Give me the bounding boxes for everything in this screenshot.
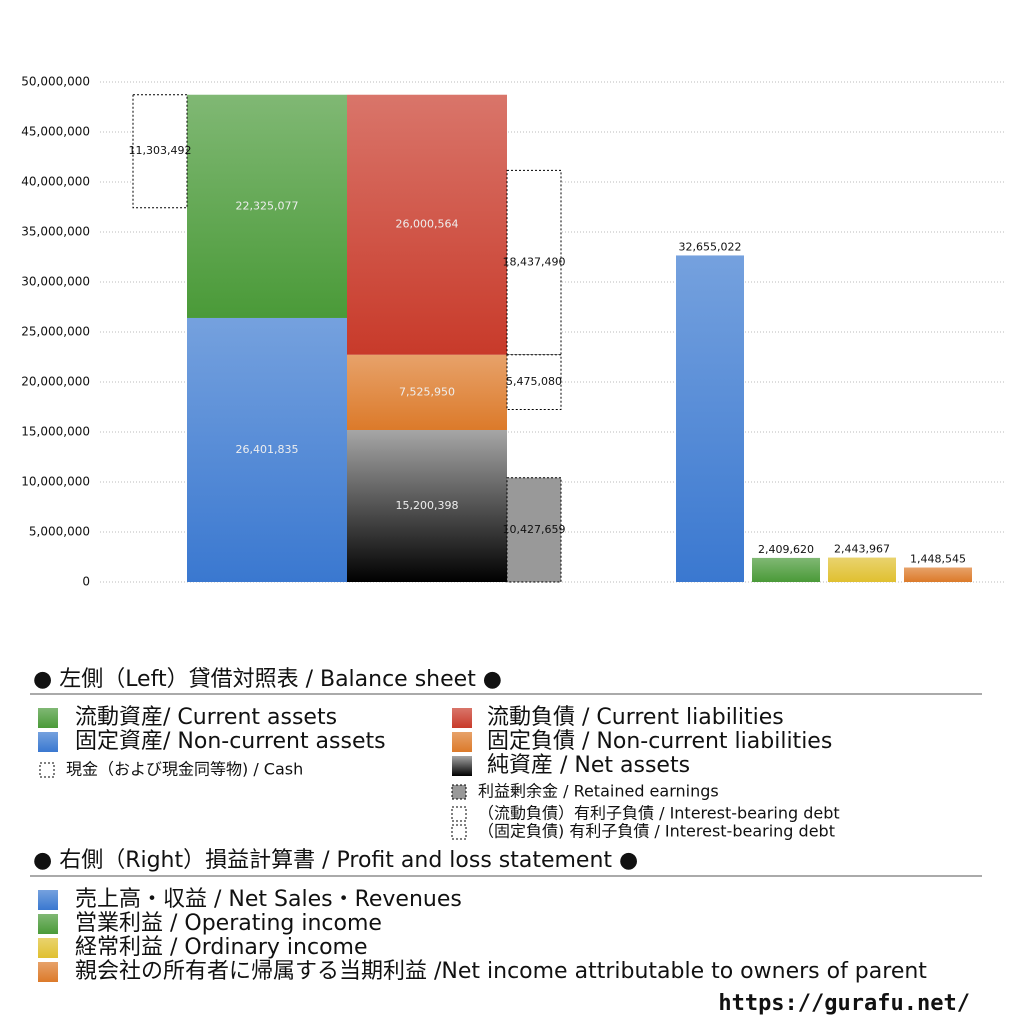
legend-swatch [451, 824, 467, 840]
value-label: 7,525,950 [399, 385, 455, 398]
legend-swatch [38, 732, 58, 752]
legend-swatch [451, 784, 467, 800]
value-label: 10,427,659 [503, 523, 566, 536]
legend-swatch [38, 962, 58, 982]
legend-swatch [451, 806, 467, 822]
value-label: 22,325,077 [236, 199, 299, 212]
legend-label: （固定負債) 有利子負債 / Interest-bearing debt [478, 822, 835, 841]
legend-label: 流動負債 / Current liabilities [487, 705, 784, 730]
bar [828, 557, 896, 582]
value-label: 26,401,835 [236, 443, 299, 456]
y-tick-label: 15,000,000 [21, 425, 90, 439]
legend-label: 親会社の所有者に帰属する当期利益 /Net income attributabl… [75, 959, 927, 984]
bar-segment [132, 94, 188, 209]
legend-swatch [38, 890, 58, 910]
legend-label: 経常利益 / Ordinary income [75, 935, 368, 960]
legend-swatch [39, 762, 55, 778]
bar-segment [347, 429, 507, 582]
value-label: 2,409,620 [758, 543, 814, 556]
bar-segment [347, 354, 507, 430]
legend-label: 固定負債 / Non-current liabilities [487, 729, 832, 754]
bar-segment [187, 317, 347, 582]
value-label: 32,655,022 [679, 240, 742, 253]
legend-label: 売上高・収益 / Net Sales・Revenues [75, 887, 462, 912]
y-tick-label: 10,000,000 [21, 475, 90, 489]
legend-label: （流動負債）有利子負債 / Interest-bearing debt [478, 804, 840, 823]
legend-swatch [38, 914, 58, 934]
legend-label: 現金（および現金同等物) / Cash [66, 760, 303, 779]
y-tick-label: 5,000,000 [29, 525, 90, 539]
y-tick-label: 30,000,000 [21, 275, 90, 289]
y-tick-label: 50,000,000 [21, 75, 90, 89]
bar [904, 567, 972, 582]
legend-label: 固定資産/ Non-current assets [75, 729, 386, 754]
legend-swatch [38, 938, 58, 958]
bar-segment [347, 94, 507, 355]
value-label: 5,475,080 [506, 375, 562, 388]
y-tick-label: 35,000,000 [21, 225, 90, 239]
bar [752, 557, 820, 582]
bar-segment [187, 94, 347, 318]
legend-label: 営業利益 / Operating income [75, 911, 382, 936]
legend-title: ● 左側（Left）貸借対照表 / Balance sheet ● [33, 667, 502, 692]
value-label: 18,437,490 [503, 256, 566, 269]
legend-swatch [452, 756, 472, 776]
legend-swatch [452, 732, 472, 752]
y-tick-label: 0 [82, 575, 90, 589]
legend-label: 流動資産/ Current assets [75, 705, 337, 730]
y-tick-label: 25,000,000 [21, 325, 90, 339]
legend-swatch [452, 708, 472, 728]
value-label: 11,303,492 [129, 144, 192, 157]
bar [676, 255, 744, 583]
legend-label: 利益剰余金 / Retained earnings [478, 782, 719, 801]
value-label: 26,000,564 [396, 218, 459, 231]
value-label: 1,448,545 [910, 553, 966, 566]
value-label: 15,200,398 [396, 499, 459, 512]
value-label: 2,443,967 [834, 543, 890, 556]
footer: https://gurafu.net/ [718, 991, 970, 1016]
bar-segment [506, 354, 562, 410]
legend-label: 純資産 / Net assets [487, 753, 690, 778]
y-tick-label: 40,000,000 [21, 175, 90, 189]
legend-swatch [38, 708, 58, 728]
y-tick-label: 20,000,000 [21, 375, 90, 389]
legend-title: ● 右側（Right）損益計算書 / Profit and loss state… [33, 848, 638, 873]
bar-segment [506, 169, 562, 356]
bar-segment [506, 477, 562, 583]
y-tick-label: 45,000,000 [21, 125, 90, 139]
